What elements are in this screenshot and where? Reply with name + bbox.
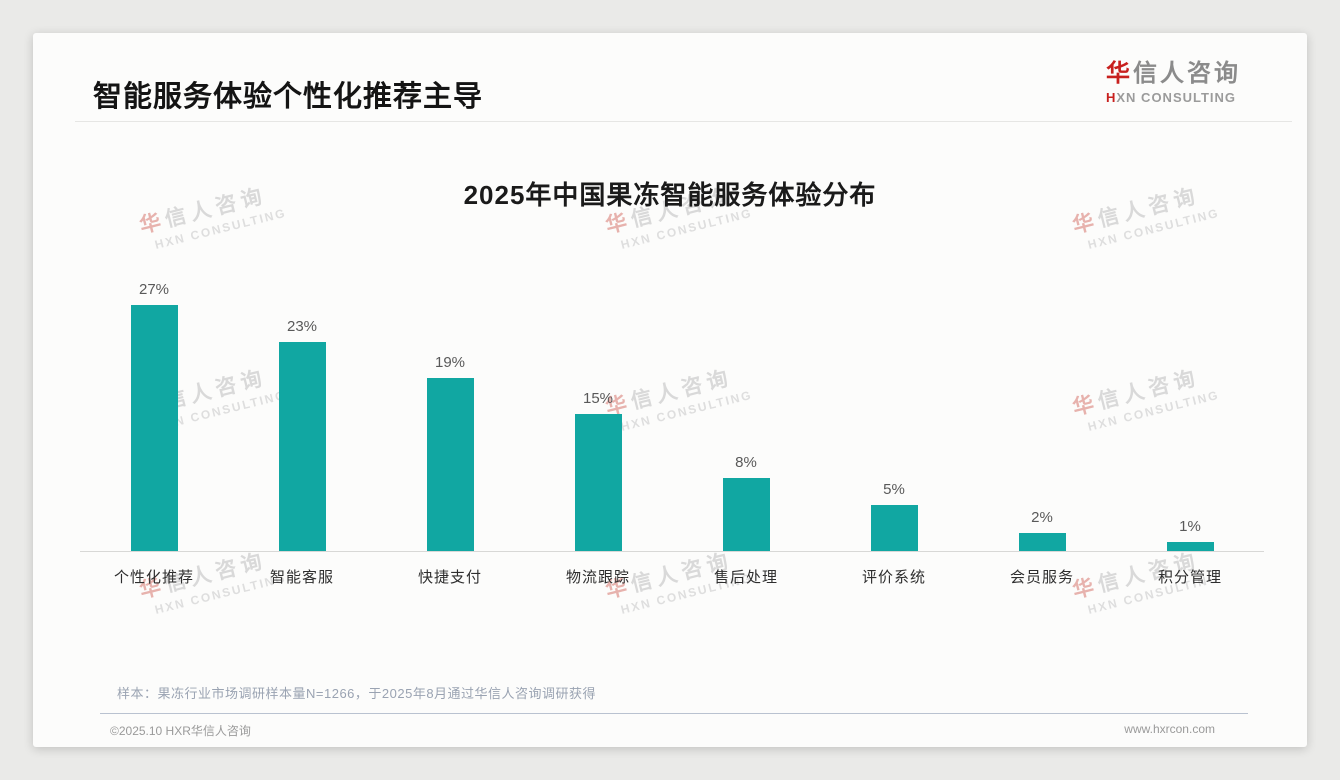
brand-logo-en: HXN CONSULTING <box>1106 90 1241 105</box>
chart-title: 2025年中国果冻智能服务体验分布 <box>463 180 877 210</box>
category-label: 积分管理 <box>1157 569 1222 586</box>
category-label: 会员服务 <box>1009 569 1074 586</box>
bar-chart: 27% 23% 19% 15% 8% 5% 2% 1% 个性化推荐 智能客服 快捷支付 物流跟踪 售后… <box>80 269 1264 587</box>
category-axis: 个性化推荐 智能客服 快捷支付 物流跟踪 售后处理 评价系统 会员服务 积分管理 <box>80 552 1264 587</box>
brand-logo-en-rest: XN CONSULTING <box>1116 90 1237 105</box>
brand-logo: 华信人咨询 HXN CONSULTING <box>1106 53 1241 105</box>
slide-card: 华信人咨询 HXN CONSULTING 华信人咨询 HXN CONSULTING 华信… <box>33 33 1307 747</box>
footer-divider <box>100 713 1248 714</box>
category-label: 智能客服 <box>269 569 334 586</box>
bar <box>426 378 474 551</box>
bar <box>870 505 918 551</box>
footer-copyright: ©2025.10 HXR华信人咨询 <box>110 724 251 738</box>
bar <box>130 305 178 551</box>
bar <box>722 478 770 551</box>
bar-group: 15% <box>524 390 672 551</box>
bar-group: 23% <box>228 318 376 551</box>
bar-group: 8% <box>672 454 820 551</box>
bar <box>1018 533 1066 551</box>
bar-value-label: 27% <box>138 281 170 298</box>
bars-row: 27% 23% 19% 15% 8% 5% 2% 1% <box>80 269 1264 551</box>
bar <box>278 342 326 551</box>
brand-logo-zh-rest: 信人咨询 <box>1133 60 1241 87</box>
category-label: 评价系统 <box>861 569 926 586</box>
bar-value-label: 5% <box>883 481 905 498</box>
bar <box>1166 542 1214 551</box>
category-label: 售后处理 <box>713 569 778 586</box>
category-label: 快捷支付 <box>417 569 482 586</box>
bar-group: 2% <box>968 509 1116 551</box>
x-axis-line <box>80 551 1264 552</box>
bar-group: 19% <box>376 354 524 551</box>
bar-value-label: 2% <box>1031 509 1053 526</box>
brand-logo-en-accent: H <box>1106 90 1117 105</box>
header-divider <box>75 121 1292 122</box>
bar-value-label: 8% <box>735 454 757 471</box>
bar-group: 5% <box>820 481 968 551</box>
bar-group: 1% <box>1116 518 1264 551</box>
page-title: 智能服务体验个性化推荐主导 <box>93 81 484 113</box>
bar-value-label: 15% <box>582 390 614 407</box>
bar <box>574 414 622 551</box>
bar-group: 27% <box>80 281 228 551</box>
brand-logo-zh: 华信人咨询 <box>1106 53 1241 88</box>
category-label: 物流跟踪 <box>565 569 630 586</box>
sample-footnote: 样本：果冻行业市场调研样本量N=1266，于2025年8月通过华信人咨询调研获得 <box>117 686 597 701</box>
category-label: 个性化推荐 <box>113 569 194 586</box>
bar-value-label: 19% <box>434 354 466 371</box>
footer-website: www.hxrcon.com <box>1124 722 1215 736</box>
brand-logo-zh-accent: 华 <box>1106 60 1133 87</box>
bar-value-label: 23% <box>286 318 318 335</box>
bar-value-label: 1% <box>1179 518 1201 535</box>
